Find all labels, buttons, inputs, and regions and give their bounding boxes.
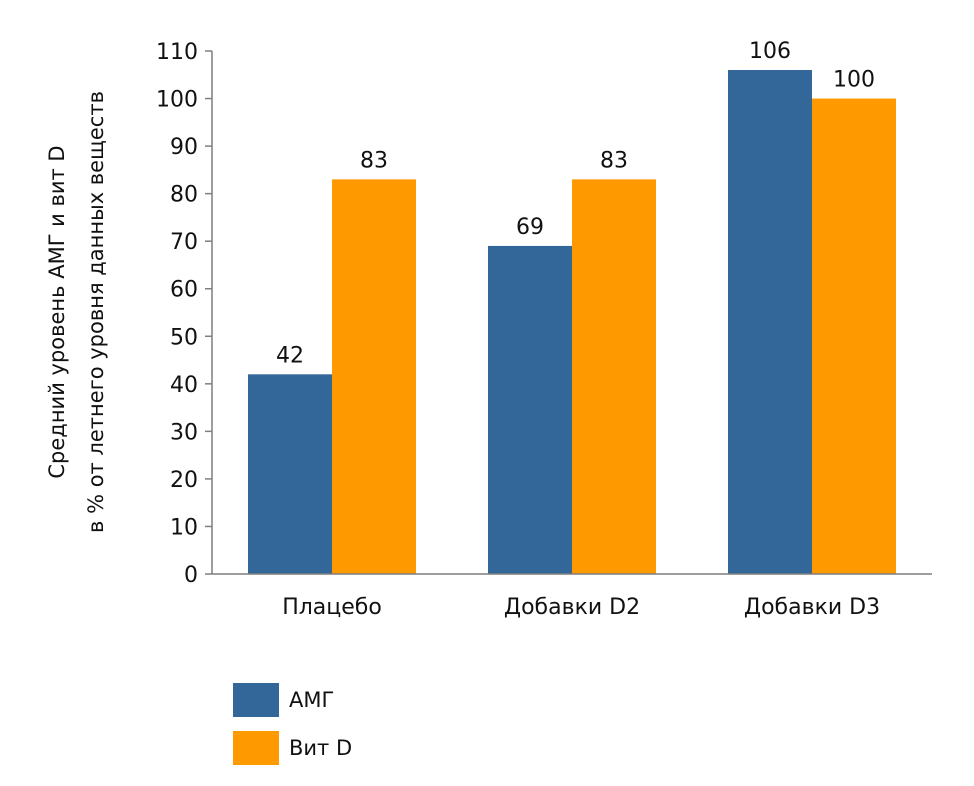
bar-vitd-1	[572, 179, 656, 574]
bar-amg-1	[488, 245, 572, 574]
data-label: 83	[600, 148, 628, 173]
legend-label-vitd: Вит D	[289, 736, 353, 760]
y-tick-label: 0	[184, 563, 198, 588]
y-tick-label: 40	[170, 373, 198, 398]
y-tick-label: 20	[170, 468, 198, 493]
data-label: 106	[749, 39, 791, 64]
category-label: Добавки D2	[504, 595, 640, 620]
bars: 42 83 69 83 106 100	[248, 39, 896, 574]
data-label: 69	[516, 215, 544, 240]
y-tick-label: 50	[170, 325, 198, 350]
y-axis-label-line1: Средний уровень АМГ и вит D	[45, 145, 69, 478]
y-axis-label: Средний уровень АМГ и вит D в % от летне…	[45, 91, 108, 533]
data-label: 83	[360, 148, 388, 173]
bar-amg-2	[728, 70, 812, 574]
data-label: 42	[276, 343, 304, 368]
y-axis-label-line2: в % от летнего уровня данных веществ	[84, 91, 108, 533]
y-axis: 0 10 20 30 40 50 60 70 80 90 100 110	[156, 40, 213, 588]
bar-vitd-2	[812, 98, 896, 574]
legend-item-vitd: Вит D	[233, 731, 352, 765]
legend-item-amg: АМГ	[233, 683, 352, 717]
y-tick-label: 30	[170, 420, 198, 445]
legend-swatch-vitd	[233, 731, 279, 765]
bar-amg-0	[248, 374, 332, 574]
y-tick-label: 110	[156, 40, 198, 65]
legend-label-amg: АМГ	[289, 688, 335, 712]
y-tick-label: 60	[170, 278, 198, 303]
category-label: Плацебо	[282, 595, 382, 620]
legend-swatch-amg	[233, 683, 279, 717]
y-tick-label: 90	[170, 135, 198, 160]
data-label: 100	[833, 68, 875, 93]
y-tick-label: 70	[170, 230, 198, 255]
y-tick-label: 10	[170, 515, 198, 540]
legend: АМГ Вит D	[233, 683, 352, 779]
bar-vitd-0	[332, 179, 416, 574]
y-tick-label: 100	[156, 88, 198, 113]
category-label: Добавки D3	[744, 595, 880, 620]
category-labels: Плацебо Добавки D2 Добавки D3	[282, 595, 880, 620]
y-tick-label: 80	[170, 183, 198, 208]
